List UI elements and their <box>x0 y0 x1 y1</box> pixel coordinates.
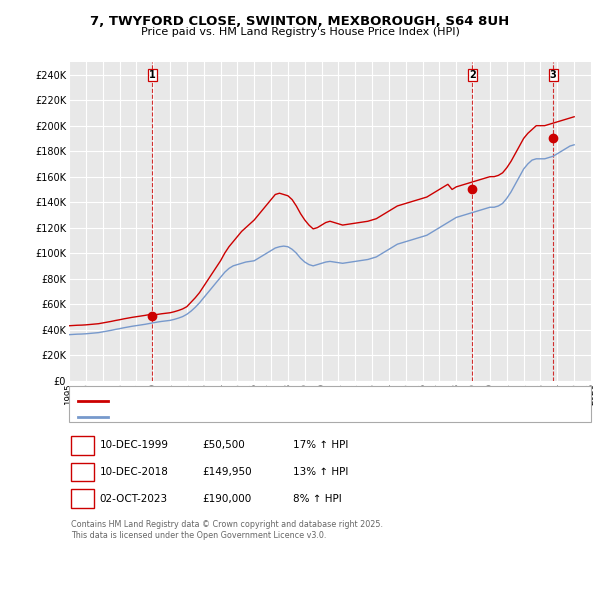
Text: HPI: Average price, semi-detached house, Rotherham: HPI: Average price, semi-detached house,… <box>114 412 376 422</box>
Text: 8% ↑ HPI: 8% ↑ HPI <box>293 494 341 503</box>
Text: 10-DEC-2018: 10-DEC-2018 <box>100 467 169 477</box>
Text: 13% ↑ HPI: 13% ↑ HPI <box>293 467 348 477</box>
Text: £50,500: £50,500 <box>203 441 245 450</box>
Text: This data is licensed under the Open Government Licence v3.0.: This data is licensed under the Open Gov… <box>71 531 326 540</box>
Text: £190,000: £190,000 <box>203 494 252 503</box>
Text: 1: 1 <box>79 441 86 450</box>
Text: Price paid vs. HM Land Registry's House Price Index (HPI): Price paid vs. HM Land Registry's House … <box>140 27 460 37</box>
Text: 17% ↑ HPI: 17% ↑ HPI <box>293 441 348 450</box>
Text: 02-OCT-2023: 02-OCT-2023 <box>100 494 168 503</box>
Text: 10-DEC-1999: 10-DEC-1999 <box>100 441 169 450</box>
Text: 3: 3 <box>550 70 556 80</box>
Text: 2: 2 <box>79 467 86 477</box>
Text: 7, TWYFORD CLOSE, SWINTON, MEXBOROUGH, S64 8UH: 7, TWYFORD CLOSE, SWINTON, MEXBOROUGH, S… <box>91 15 509 28</box>
Text: 3: 3 <box>79 494 86 503</box>
Text: 1: 1 <box>149 70 156 80</box>
Text: 2: 2 <box>469 70 476 80</box>
Text: 7, TWYFORD CLOSE, SWINTON, MEXBOROUGH, S64 8UH (semi-detached house): 7, TWYFORD CLOSE, SWINTON, MEXBOROUGH, S… <box>114 396 506 406</box>
Text: £149,950: £149,950 <box>203 467 253 477</box>
Text: Contains HM Land Registry data © Crown copyright and database right 2025.: Contains HM Land Registry data © Crown c… <box>71 520 383 529</box>
